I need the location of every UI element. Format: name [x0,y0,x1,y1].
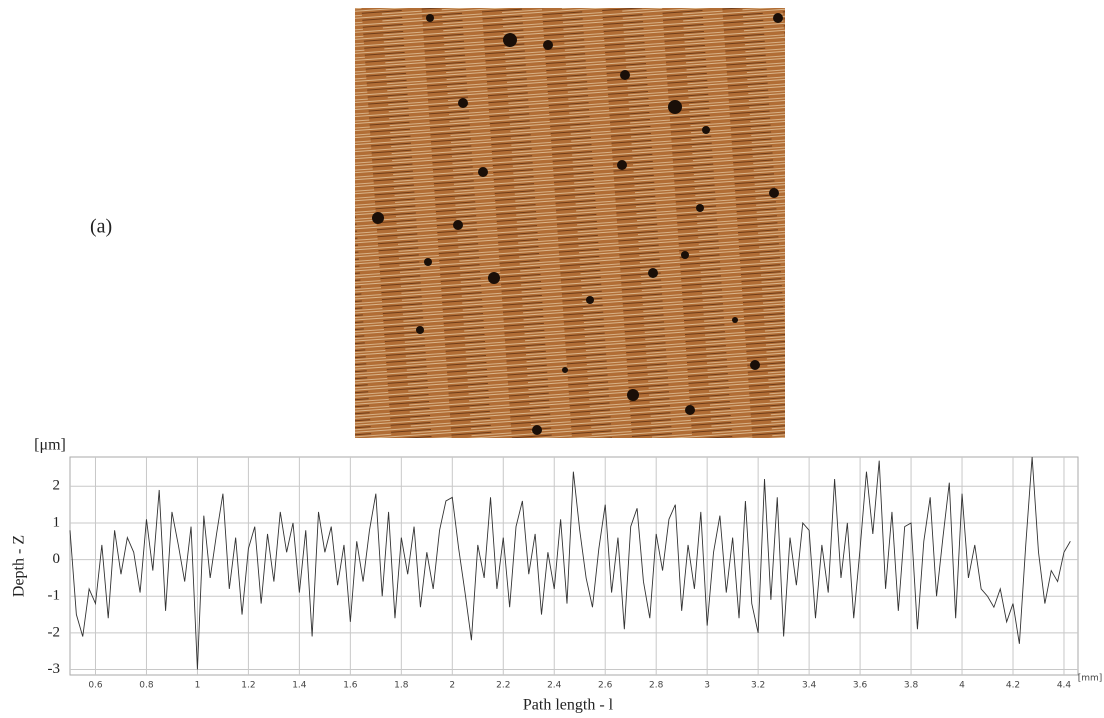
y-axis-title: Depth - Z [11,535,28,597]
x-tick-label: 3.4 [802,681,817,691]
x-tick-label: 4.4 [1057,681,1072,691]
micrograph [355,8,785,438]
plot-frame [69,456,1079,676]
panel-label: (a) [90,216,112,238]
x-tick-label: 3.8 [904,681,919,691]
x-tick-label: 3 [704,681,710,691]
plot-area: -3 -2 -1 0 1 2 0.6 0.8 1 1.2 1.4 1.6 1.8 2 2.2 2.4 2.6 2.… [48,456,1079,691]
y-tick-label: 2 [53,478,61,494]
x-tick-label: 2.4 [547,681,562,691]
y-tick-label: -1 [48,588,61,604]
x-tick-label: 2.2 [496,681,510,691]
x-tick-label: 3.2 [751,681,765,691]
x-tick-label: 3.6 [853,681,868,691]
x-tick-label: 0.8 [139,681,154,691]
y-tick-label: 0 [53,551,61,567]
x-tick-label: 1 [195,681,201,691]
x-tick-label: 2.6 [598,681,613,691]
x-tick-label: 4.2 [1006,681,1020,691]
x-tick-label: 4 [959,681,965,691]
x-tick-label: 1.2 [241,681,255,691]
x-tick-label: 2.8 [649,681,664,691]
profile-line [69,456,1071,670]
x-tick-label: 1.6 [343,681,358,691]
x-tick-label: 1.4 [292,681,307,691]
x-unit: [mm] [1078,674,1103,684]
x-tick-label: 0.6 [88,681,103,691]
x-tick-label: 1.8 [394,681,409,691]
y-tick-label: 1 [53,514,61,530]
x-tick-label: 2 [449,681,455,691]
y-tick-label: -3 [48,661,61,677]
x-axis-title: Path length - l [523,697,614,714]
y-unit: [μm] [34,437,66,454]
y-tick-label: -2 [48,624,61,640]
